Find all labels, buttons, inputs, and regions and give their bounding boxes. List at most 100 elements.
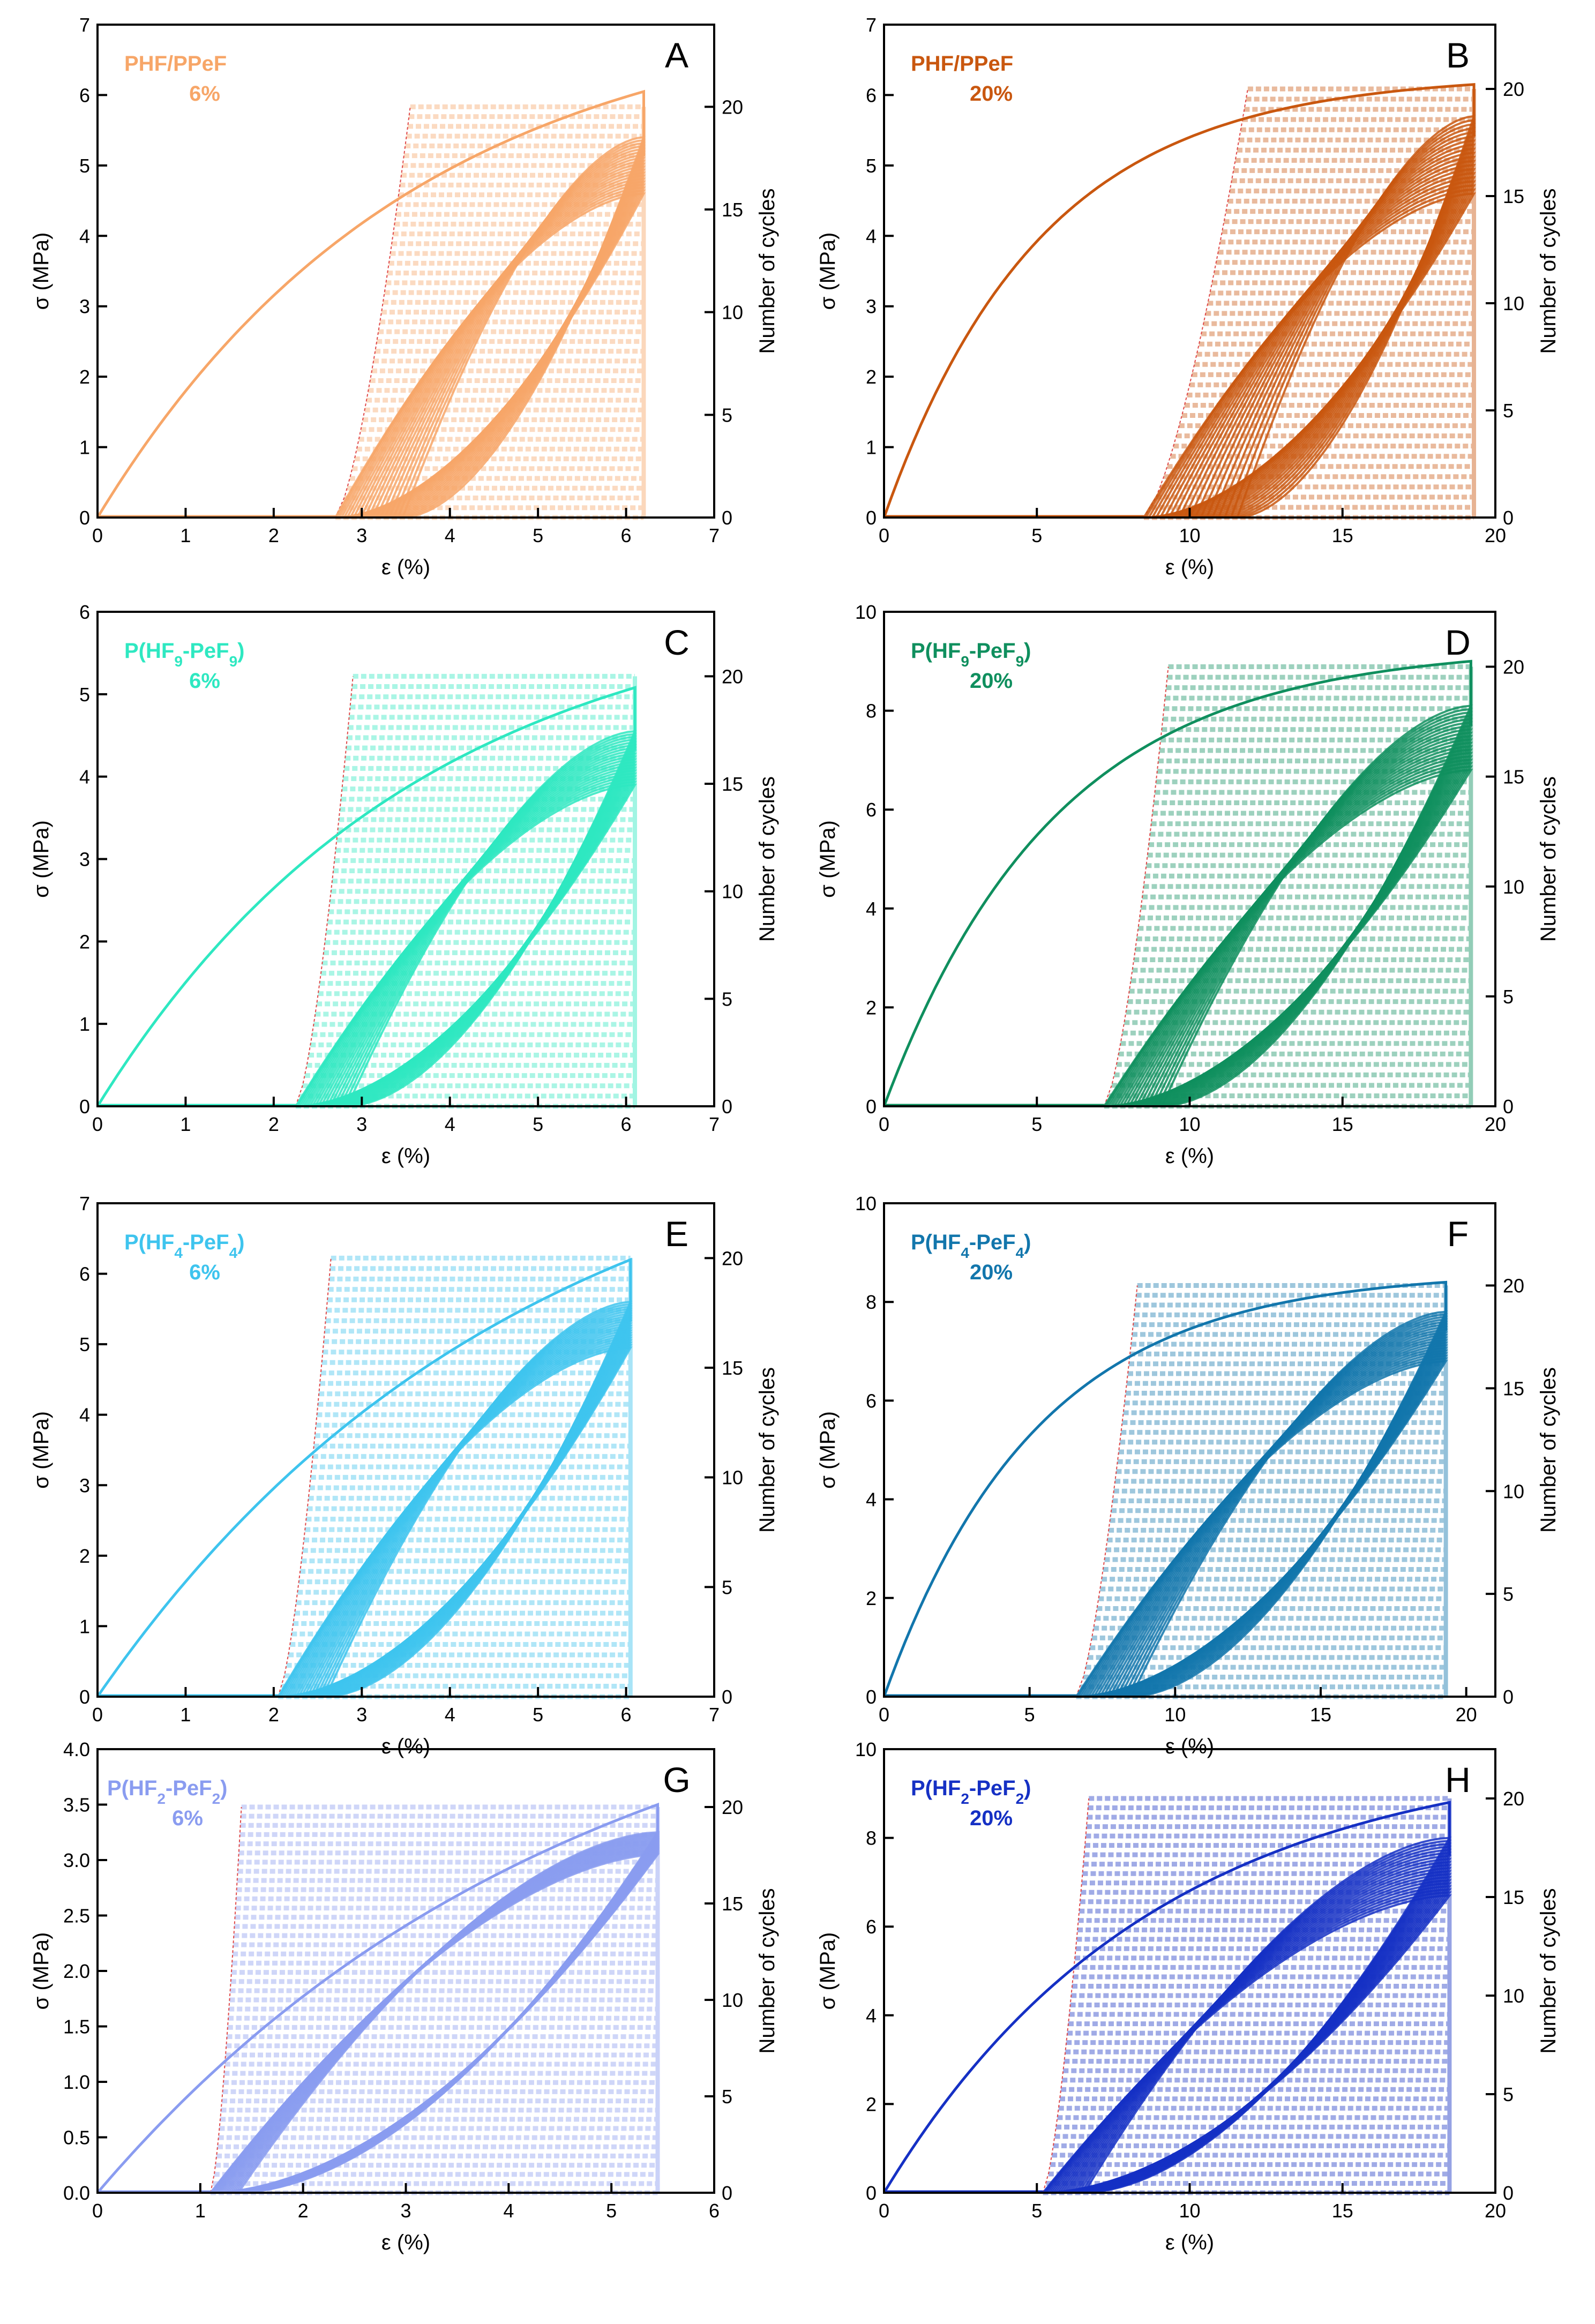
hysteresis-loop	[277, 1346, 633, 1698]
x-tick-label: 1	[180, 524, 191, 546]
hysteresis-loop	[312, 1310, 633, 1698]
y-tick-label: 7	[79, 1193, 90, 1215]
strain-label: 6%	[189, 669, 220, 693]
x-tick-label: 3	[400, 2200, 411, 2222]
hysteresis-loop	[315, 1308, 633, 1698]
panel-letter: A	[665, 35, 688, 75]
x-tick-label: 0	[879, 2200, 889, 2222]
hysteresis-loop	[371, 156, 646, 519]
y-tick-label: 0.0	[63, 2182, 90, 2204]
sample-name: P(HF4-PeF4)	[911, 1231, 1031, 1261]
y-axis-label: σ (MPa)	[29, 1932, 53, 2010]
y2-tick-label: 5	[722, 2086, 732, 2108]
first-loading-curve	[882, 659, 1472, 1107]
y-axis-label: σ (MPa)	[816, 1411, 840, 1489]
residual-strain-trace	[1103, 666, 1169, 1107]
y2-tick-label: 5	[722, 1576, 732, 1598]
x-tick-label: 10	[1179, 2200, 1200, 2222]
x-tick-label: 20	[1456, 1704, 1477, 1726]
y2-tick-label: 10	[722, 881, 743, 903]
y-tick-label: 4	[79, 1404, 90, 1426]
sample-name: P(HF2-PeF2)	[911, 1776, 1031, 1807]
y2-tick-label: 10	[722, 1989, 743, 2011]
y2-axis-label: Number of cycles	[755, 776, 779, 942]
strain-label: 20%	[970, 1806, 1013, 1830]
residual-strain-trace	[210, 1806, 242, 2193]
y-tick-label: 3	[79, 296, 90, 318]
y-tick-label: 0	[79, 507, 90, 529]
y2-tick-label: 15	[1503, 1377, 1524, 1399]
y-tick-label: 0	[866, 2182, 877, 2204]
x-tick-label: 0	[92, 2200, 103, 2222]
hysteresis-loop	[211, 1851, 660, 2194]
x-tick-label: 7	[709, 1704, 720, 1726]
y2-tick-label: 10	[722, 1467, 743, 1489]
y2-tick-label: 0	[722, 1096, 732, 1118]
y-tick-label: 4	[79, 225, 90, 247]
plot-frame	[883, 1202, 1496, 1698]
sample-name: P(HF2-PeF2)	[107, 1776, 228, 1807]
first-loading-curve	[96, 1802, 659, 2194]
x-tick-label: 0	[879, 1113, 889, 1135]
y-tick-label: 6	[866, 1390, 877, 1412]
y-tick-label: 2	[866, 366, 877, 388]
y2-axis-label: Number of cycles	[755, 189, 779, 354]
hysteresis-loop	[295, 783, 637, 1107]
y-tick-label: 5	[79, 155, 90, 177]
x-tick-label: 0	[92, 524, 103, 546]
y-tick-label: 1	[79, 1013, 90, 1035]
strain-label: 20%	[970, 82, 1013, 106]
hysteresis-loop	[1194, 143, 1476, 519]
y2-tick-label: 0	[1503, 1686, 1514, 1708]
x-tick-label: 1	[195, 2200, 206, 2222]
hysteresis-loop	[212, 1849, 660, 2194]
y-axis-label: σ (MPa)	[816, 820, 840, 898]
y-tick-label: 0	[866, 1096, 877, 1118]
x-tick-label: 1	[180, 1704, 191, 1726]
y2-tick-label: 15	[1503, 1886, 1524, 1908]
y2-tick-label: 10	[1503, 1985, 1524, 2007]
y-tick-label: 4.0	[63, 1738, 90, 1760]
y-tick-label: 1	[79, 1615, 90, 1637]
x-tick-label: 7	[709, 524, 720, 546]
y2-tick-label: 10	[722, 302, 743, 324]
sample-name: P(HF4-PeF4)	[124, 1231, 245, 1261]
y-tick-label: 5	[866, 155, 877, 177]
y-tick-label: 6	[79, 84, 90, 106]
strain-label: 6%	[172, 1806, 203, 1830]
x-axis-label: ε (%)	[381, 556, 430, 579]
x-tick-label: 10	[1164, 1704, 1186, 1726]
hysteresis-loop	[318, 1305, 633, 1698]
x-tick-label: 20	[1485, 1113, 1506, 1135]
x-tick-label: 3	[356, 524, 367, 546]
first-loading-curve	[882, 83, 1476, 518]
first-loading-curve	[96, 1257, 632, 1698]
x-axis-label: ε (%)	[1165, 556, 1214, 579]
x-tick-label: 0	[92, 1113, 103, 1135]
y-tick-label: 2.0	[63, 1960, 90, 1982]
y2-tick-label: 0	[1503, 2182, 1514, 2204]
first-loading-curve	[882, 1280, 1448, 1697]
y-tick-label: 2	[866, 1587, 877, 1609]
y-tick-label: 6	[79, 1263, 90, 1285]
y-tick-label: 5	[79, 684, 90, 706]
x-tick-label: 0	[879, 1704, 889, 1726]
y-tick-label: 2	[79, 931, 90, 953]
strain-label: 6%	[189, 82, 220, 106]
x-tick-label: 5	[606, 2200, 617, 2222]
plot-frame	[96, 1202, 715, 1698]
panel-letter: E	[665, 1214, 688, 1254]
x-tick-label: 15	[1332, 1113, 1353, 1135]
sample-name: PHF/PPeF	[124, 52, 227, 76]
first-loading-curve	[96, 89, 645, 519]
y2-tick-label: 0	[722, 2182, 732, 2204]
panel-letter: H	[1445, 1760, 1471, 1800]
hysteresis-loop	[1188, 147, 1476, 519]
panel-letter: D	[1445, 623, 1471, 662]
strain-label: 20%	[970, 1261, 1013, 1284]
y-tick-label: 6	[866, 1916, 877, 1938]
y-tick-label: 3	[79, 849, 90, 871]
x-tick-label: 5	[1031, 1113, 1042, 1135]
